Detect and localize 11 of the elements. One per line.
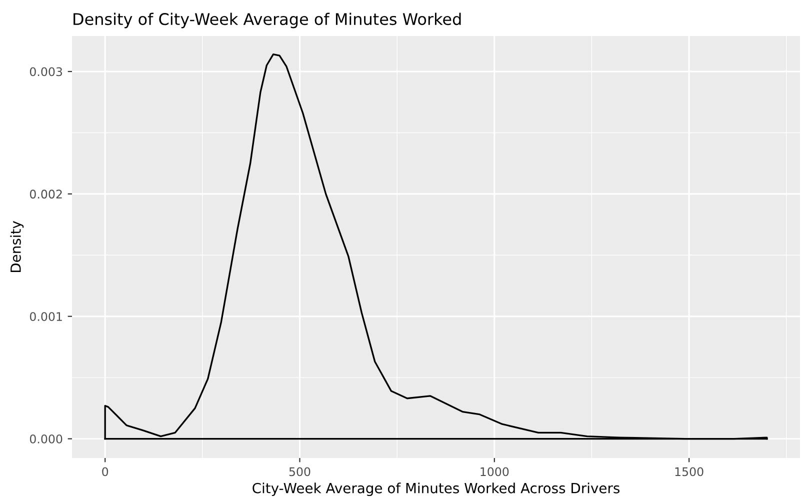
y-axis-title: Density: [10, 221, 24, 272]
x-tick-label: 0: [102, 467, 108, 476]
x-tick-label: 500: [289, 467, 310, 476]
y-tick-label: 0.000: [30, 434, 62, 444]
y-tick-label: 0.003: [30, 67, 62, 76]
chart-title: Density of City-Week Average of Minutes Worked: [74, 12, 461, 28]
x-tick-label: 1000: [480, 467, 509, 476]
y-tick-label: 0.002: [30, 190, 62, 199]
x-tick-label: 1500: [675, 467, 704, 476]
y-tick-label: 0.001: [30, 312, 62, 322]
x-axis-title: City-Week Average of Minutes Worked Across Drivers: [252, 482, 620, 496]
